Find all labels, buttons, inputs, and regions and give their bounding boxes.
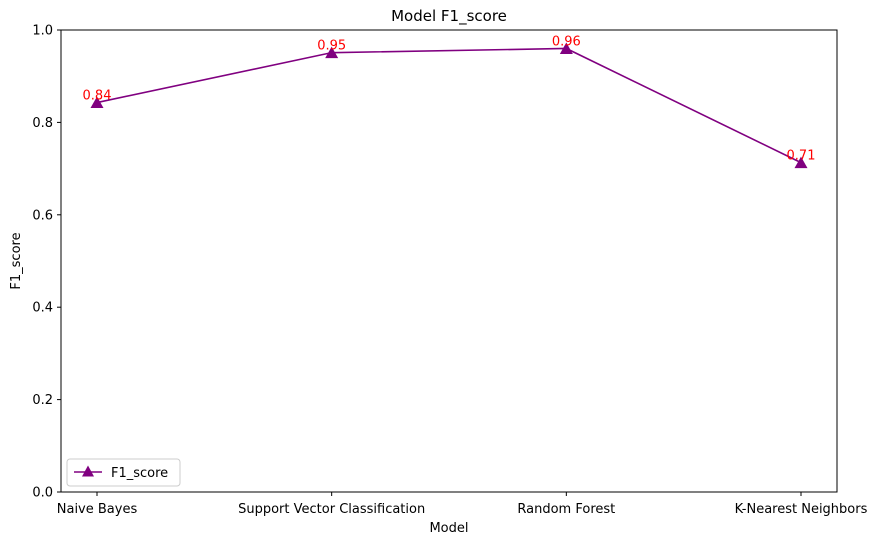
y-tick-label: 0.8: [32, 116, 53, 131]
data-value-label: 0.96: [552, 34, 581, 49]
data-point-marker: [90, 96, 104, 109]
y-tick-label: 0.6: [32, 208, 53, 223]
x-tick-label: K-Nearest Neighbors: [735, 502, 868, 517]
x-axis: Naive Bayes Support Vector Classification…: [57, 492, 868, 517]
series-line: [96, 47, 802, 164]
data-value-label: 0.95: [317, 39, 346, 54]
y-tick-label: 0.4: [32, 301, 53, 316]
data-point-marker: [794, 156, 808, 169]
y-tick-label: 1.0: [32, 24, 53, 39]
legend-marker-swatch: [82, 465, 94, 477]
legend-box: [66, 458, 181, 487]
x-tick-label: Support Vector Classification: [238, 502, 425, 517]
plot-marks: 0.84 0.95 0.96 0.71: [83, 34, 816, 169]
y-tick-label: 0.0: [32, 486, 53, 501]
y-tick-label: 0.2: [32, 393, 53, 408]
y-axis-title: F1_score: [9, 232, 24, 289]
data-value-label: 0.84: [83, 89, 112, 104]
legend: F1_score: [66, 458, 181, 487]
x-tick-label: Random Forest: [517, 502, 615, 517]
legend-series-name: F1_score: [111, 466, 168, 481]
chart-title: Model F1_score: [391, 7, 507, 26]
y-axis: 0.0 0.2 0.4 0.6 0.8 1.0: [32, 24, 61, 501]
data-point-marker: [325, 46, 339, 59]
data-value-label: 0.71: [787, 149, 816, 164]
x-axis-title: Model: [429, 521, 468, 536]
plot-frame: [60, 29, 838, 493]
x-tick-label: Naive Bayes: [57, 502, 138, 517]
data-point-marker: [559, 42, 573, 54]
